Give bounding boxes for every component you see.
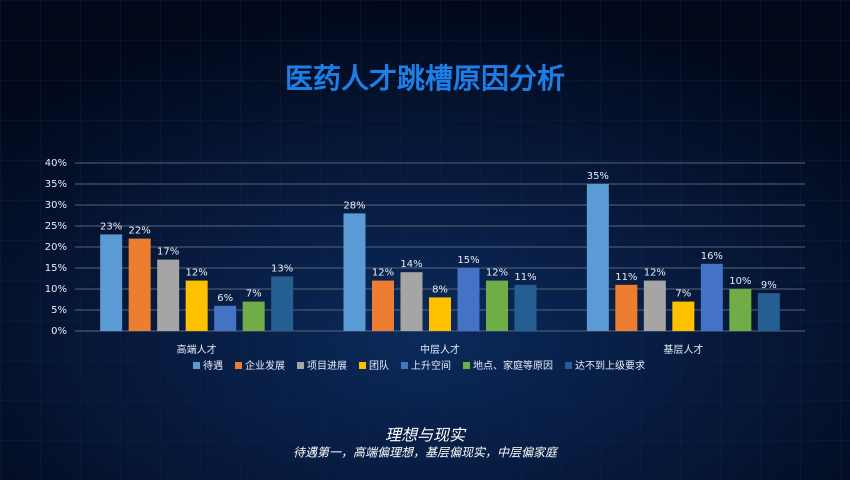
value-label: 9%: [761, 280, 777, 291]
legend-swatch: [401, 362, 408, 369]
value-label: 12%: [644, 268, 666, 279]
value-label: 12%: [186, 268, 208, 279]
annotation: 待遇第一，高端偏理想，基层偏现实，中层偏家庭: [293, 446, 559, 460]
value-label: 11%: [615, 272, 637, 283]
chart-title: 医药人才跳槽原因分析: [285, 62, 565, 95]
value-label: 22%: [129, 226, 151, 237]
bar: [343, 213, 366, 331]
value-label: 23%: [100, 221, 122, 232]
bar: [128, 238, 151, 331]
bar: [242, 301, 265, 331]
y-tick-label: 15%: [45, 263, 67, 274]
value-label: 11%: [514, 272, 536, 283]
bar: [672, 301, 695, 331]
value-label: 7%: [675, 289, 691, 300]
legend-label: 团队: [369, 359, 389, 372]
y-tick-label: 30%: [45, 200, 67, 211]
bar: [271, 276, 294, 331]
legend-label: 待遇: [203, 359, 223, 372]
value-label: 13%: [271, 263, 293, 274]
x-tick-label: 高端人才: [177, 343, 217, 356]
value-label: 17%: [157, 247, 179, 258]
legend-swatch: [235, 362, 242, 369]
y-tick-label: 5%: [51, 305, 67, 316]
legend-swatch: [565, 362, 572, 369]
x-tick-label: 中层人才: [420, 343, 460, 356]
bar: [457, 268, 480, 331]
value-label: 28%: [343, 200, 365, 211]
legend-label: 项目进展: [307, 360, 347, 372]
bar: [372, 280, 394, 331]
value-label: 7%: [246, 289, 262, 300]
value-label: 14%: [400, 259, 422, 270]
value-label: 16%: [701, 251, 723, 262]
bar: [757, 293, 780, 331]
legend-swatch: [463, 362, 470, 369]
legend-swatch: [193, 362, 200, 369]
y-tick-label: 25%: [45, 221, 67, 232]
legend-swatch: [359, 362, 366, 369]
bar: [586, 184, 609, 331]
legend-label: 达不到上级要求: [575, 360, 645, 372]
bar: [100, 234, 123, 331]
y-tick-label: 20%: [45, 242, 67, 253]
legend-label: 上升空间: [411, 359, 451, 372]
value-label: 12%: [486, 268, 508, 279]
x-tick-label: 基层人才: [663, 343, 703, 356]
annotation: 理想与现实: [385, 426, 467, 445]
bar: [729, 289, 752, 331]
legend-label: 企业发展: [245, 359, 285, 372]
y-tick-label: 35%: [45, 179, 67, 190]
bar: [429, 297, 451, 331]
bar: [185, 280, 208, 331]
bar: [214, 305, 237, 331]
bar: [400, 272, 423, 331]
bar: [615, 284, 638, 331]
y-tick-label: 40%: [45, 158, 67, 169]
value-label: 6%: [217, 293, 233, 304]
value-label: 10%: [729, 276, 751, 287]
value-label: 12%: [372, 268, 394, 279]
value-label: 15%: [457, 255, 479, 266]
bar: [486, 280, 508, 331]
value-label: 8%: [432, 284, 448, 295]
y-tick-label: 10%: [45, 284, 67, 295]
bar: [514, 284, 537, 331]
legend-swatch: [297, 362, 304, 369]
value-label: 35%: [587, 171, 609, 182]
bar: [157, 259, 180, 331]
bar: [643, 280, 666, 331]
legend-label: 地点、家庭等原因: [473, 359, 553, 372]
bar: [700, 263, 723, 331]
y-tick-label: 0%: [51, 326, 67, 337]
